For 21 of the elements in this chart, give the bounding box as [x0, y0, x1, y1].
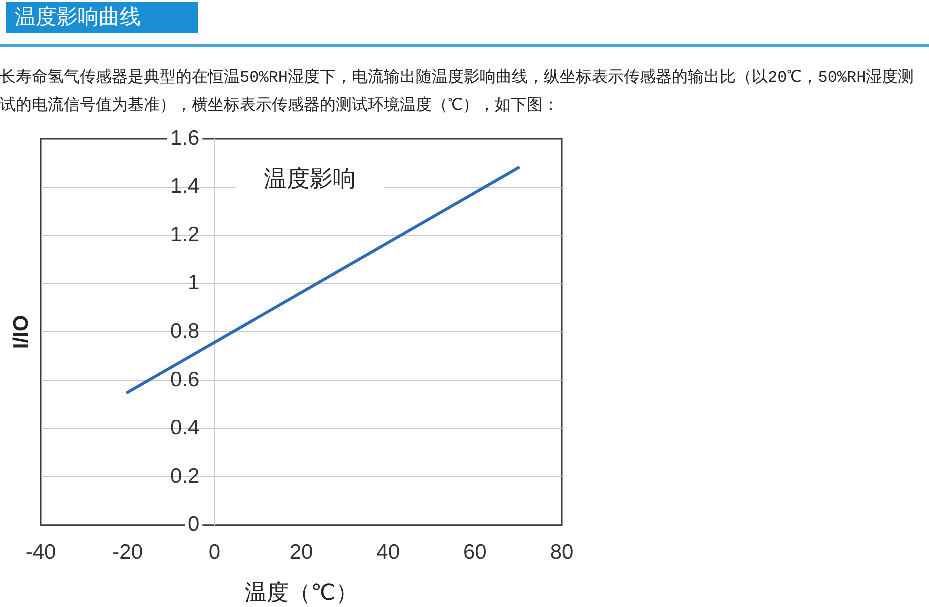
y-axis-title: I/IO	[10, 315, 33, 350]
x-tick-label: 0	[208, 540, 221, 564]
y-tick-label: 0.4	[170, 416, 200, 440]
x-axis-title: 温度（℃）	[245, 580, 358, 605]
y-tick-label: 1.4	[170, 175, 200, 198]
x-tick-label: -20	[112, 540, 144, 564]
y-tick-label: 1	[188, 272, 200, 295]
chart-title: 温度影响曲线	[15, 6, 141, 29]
y-tick-label: 0.6	[170, 368, 200, 392]
y-tick-label: 1.2	[170, 223, 200, 246]
x-tick-label: 80	[550, 540, 574, 564]
y-tick-label: 1.6	[170, 126, 200, 150]
x-tick-label: 40	[376, 540, 400, 564]
y-tick-label: 0	[188, 513, 200, 536]
x-tick-label: -40	[26, 540, 56, 564]
annotation: 温度影响	[264, 165, 356, 192]
x-tick-label: 20	[290, 540, 314, 564]
x-tick-label: 60	[463, 540, 487, 564]
y-tick-label: 0.2	[170, 464, 200, 488]
chart-subtitle: 长寿命氢气传感器是典型的在恒温50%RH湿度下，电流输出随温度影响曲线，纵坐标表示传感器的输出比（以20℃，50%RH湿度测试的电流信号值为基准），横坐标表示传感器的测试环境温度（℃），如下图：	[0, 69, 914, 115]
y-tick-label: 0.8	[170, 320, 200, 343]
